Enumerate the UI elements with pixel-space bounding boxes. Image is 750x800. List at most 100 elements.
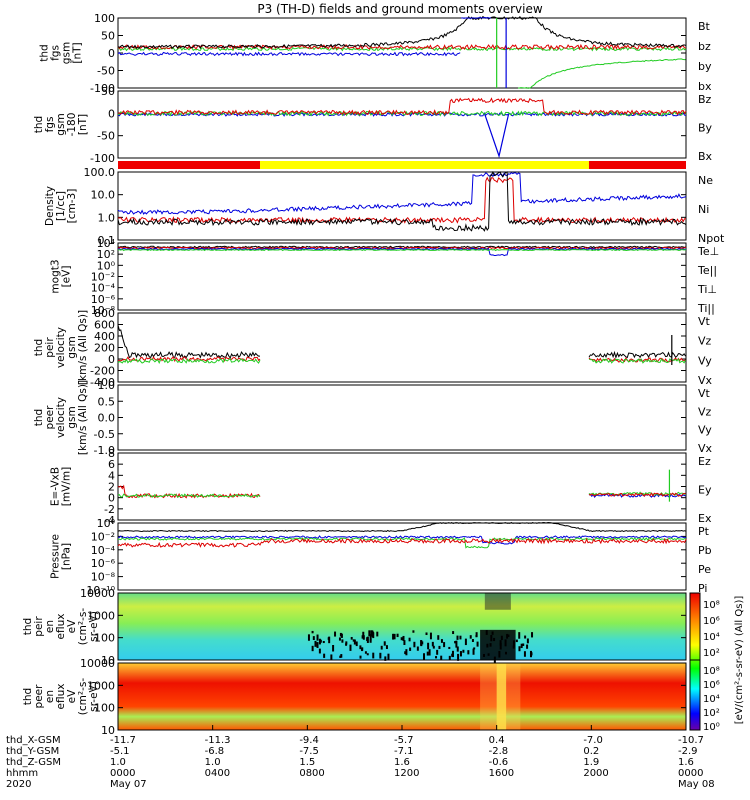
y-axis-label-line: Density bbox=[44, 186, 56, 226]
spectrogram-pixel bbox=[462, 649, 465, 653]
y-axis-label-line: gsm bbox=[66, 336, 78, 358]
xaxis-cell-t: 1600 bbox=[489, 768, 514, 779]
y-axis-label: thd peer en eflux eV (cm²-s-sr-eV) bbox=[22, 678, 100, 716]
spectrogram-pixel bbox=[440, 639, 443, 643]
y-tick-label: 10⁰ bbox=[97, 517, 116, 530]
panel-frame bbox=[117, 592, 687, 661]
y-tick-label: 10 bbox=[101, 724, 115, 737]
colorbar-label-text: [eV/(cm²-s-sr-eV) (All Qs)] bbox=[734, 596, 745, 725]
y-tick-label: 0.5 bbox=[98, 395, 116, 408]
y-tick-label: 100 bbox=[94, 12, 115, 25]
spectrogram-pixel bbox=[436, 649, 439, 655]
xaxis-cell-t: 0800 bbox=[299, 768, 324, 779]
y-tick-label: 0 bbox=[108, 492, 115, 505]
legend-entry: Pe bbox=[698, 563, 711, 576]
panel-frame bbox=[117, 522, 687, 591]
spectrogram-image bbox=[118, 593, 686, 660]
xaxis-cell-y: -6.8 bbox=[205, 746, 225, 757]
spectrogram-pixel bbox=[355, 641, 358, 647]
xaxis-cell-t: 0000 bbox=[110, 768, 135, 779]
y-axis-label-line: peir bbox=[33, 616, 45, 637]
y-axis-label: thd peir velocity gsm [km/s (All Qs)] bbox=[33, 310, 89, 385]
spectrogram-pixel bbox=[368, 630, 371, 637]
legend-entry: Vx bbox=[698, 442, 713, 455]
spectrogram-pixel bbox=[361, 635, 364, 639]
trace-by-recovery bbox=[517, 58, 686, 89]
colorbar-tick-label: 10⁶ bbox=[703, 616, 720, 627]
xaxis-cell-y: -2.9 bbox=[678, 746, 698, 757]
y-axis-label-line: -180 bbox=[66, 113, 78, 137]
y-axis-label-line: peer bbox=[44, 405, 56, 430]
spectrogram-pixel bbox=[316, 634, 319, 641]
y-tick-label: 600 bbox=[94, 319, 115, 332]
trace-bx-dip bbox=[484, 114, 510, 159]
y-tick-label: 1.0 bbox=[98, 211, 116, 224]
spectrogram-pixel bbox=[312, 636, 315, 641]
spectrogram-pixel bbox=[452, 631, 455, 635]
spectrogram-pixel bbox=[369, 639, 372, 643]
y-tick-label: 0 bbox=[108, 107, 115, 120]
xaxis-cell-y: -2.8 bbox=[489, 746, 509, 757]
spectrogram-pixel bbox=[311, 630, 314, 634]
spectrogram-pixel bbox=[467, 650, 470, 655]
legend-entry: Vx bbox=[698, 374, 713, 387]
y-axis-label-line: en bbox=[44, 690, 56, 703]
y-tick-label: 10⁴ bbox=[97, 237, 116, 250]
y-axis-label-line: en bbox=[44, 620, 56, 633]
y-axis-label: thd peir en eflux eV (cm²-s-sr-eV) bbox=[22, 608, 100, 646]
spectrogram-pixel bbox=[359, 645, 362, 650]
legend-entry: Npot bbox=[698, 232, 725, 245]
y-tick-label: 100 bbox=[94, 702, 115, 715]
mode-segment-1 bbox=[260, 161, 589, 169]
trace-pi bbox=[117, 535, 687, 545]
spectrogram-pixel bbox=[443, 642, 446, 648]
spectrogram-pixel bbox=[334, 631, 337, 637]
spectrogram-pixel bbox=[376, 631, 379, 637]
trace-vt bbox=[588, 350, 686, 360]
y-tick-label: 50 bbox=[101, 30, 115, 43]
spectrogram-pixel bbox=[362, 635, 365, 640]
spectrogram-pixel bbox=[349, 644, 352, 651]
xaxis-cell-t: 1200 bbox=[394, 768, 419, 779]
y-tick-label: 10000 bbox=[80, 587, 115, 600]
spectrogram-pixel bbox=[448, 646, 451, 650]
y-tick-label: 2 bbox=[108, 481, 115, 494]
spectrogram-pixel bbox=[327, 637, 330, 640]
y-axis-label-line: [nPa] bbox=[61, 543, 73, 570]
panel-peer-velocity: 1.0 0.5 0.0 -0.5 -1.0 thd peer velocity gsm [km/s… bbox=[33, 379, 713, 457]
colorbar-tick-label: 10⁰ bbox=[703, 722, 720, 733]
y-axis-label-line: gsm bbox=[55, 113, 67, 135]
spectrogram-pixel bbox=[459, 635, 462, 640]
spectrogram-pixel bbox=[531, 632, 534, 638]
y-axis-label-line: mogt3 bbox=[50, 259, 62, 293]
y-tick-label: 0.1 bbox=[98, 234, 116, 247]
y-axis-label-line: sr-eV) bbox=[88, 681, 100, 712]
y-axis-label-line: sr-eV) bbox=[88, 611, 100, 642]
y-axis-label-line: peer bbox=[33, 684, 45, 709]
spectrogram-pixel bbox=[359, 655, 362, 659]
spectrogram-pixel bbox=[451, 653, 454, 657]
spectrogram-pixel bbox=[409, 647, 412, 651]
colorbar-tick-label: 10⁸ bbox=[703, 666, 720, 677]
xaxis-cell-x: -7.0 bbox=[583, 735, 603, 746]
spectrogram-pixel bbox=[369, 634, 372, 641]
y-tick-label: 50 bbox=[101, 85, 115, 98]
trace-ti-perp bbox=[117, 247, 686, 257]
xaxis-cell-z: 1.6 bbox=[678, 757, 694, 768]
legend-entry: Bt bbox=[698, 20, 711, 33]
trace-npot bbox=[117, 172, 687, 215]
trace-pe bbox=[117, 537, 687, 549]
y-axis-label-line: thd bbox=[33, 116, 45, 133]
y-tick-label: 10⁻⁸ bbox=[91, 304, 116, 317]
y-axis-label-line: eV bbox=[66, 689, 78, 703]
xaxis-cell-z: 1.0 bbox=[205, 757, 221, 768]
y-axis-label-line: Pressure bbox=[50, 534, 62, 579]
spectrogram-pixel bbox=[314, 640, 317, 647]
spectrogram-pixel bbox=[432, 645, 435, 649]
colorbar-tick-label: 10⁶ bbox=[703, 680, 720, 691]
colorbar-tick-label: 10⁴ bbox=[703, 632, 720, 643]
trace-bz bbox=[117, 97, 687, 116]
y-axis-label-line: thd bbox=[33, 409, 45, 426]
colorbar-tick-label: 10⁸ bbox=[703, 600, 720, 611]
